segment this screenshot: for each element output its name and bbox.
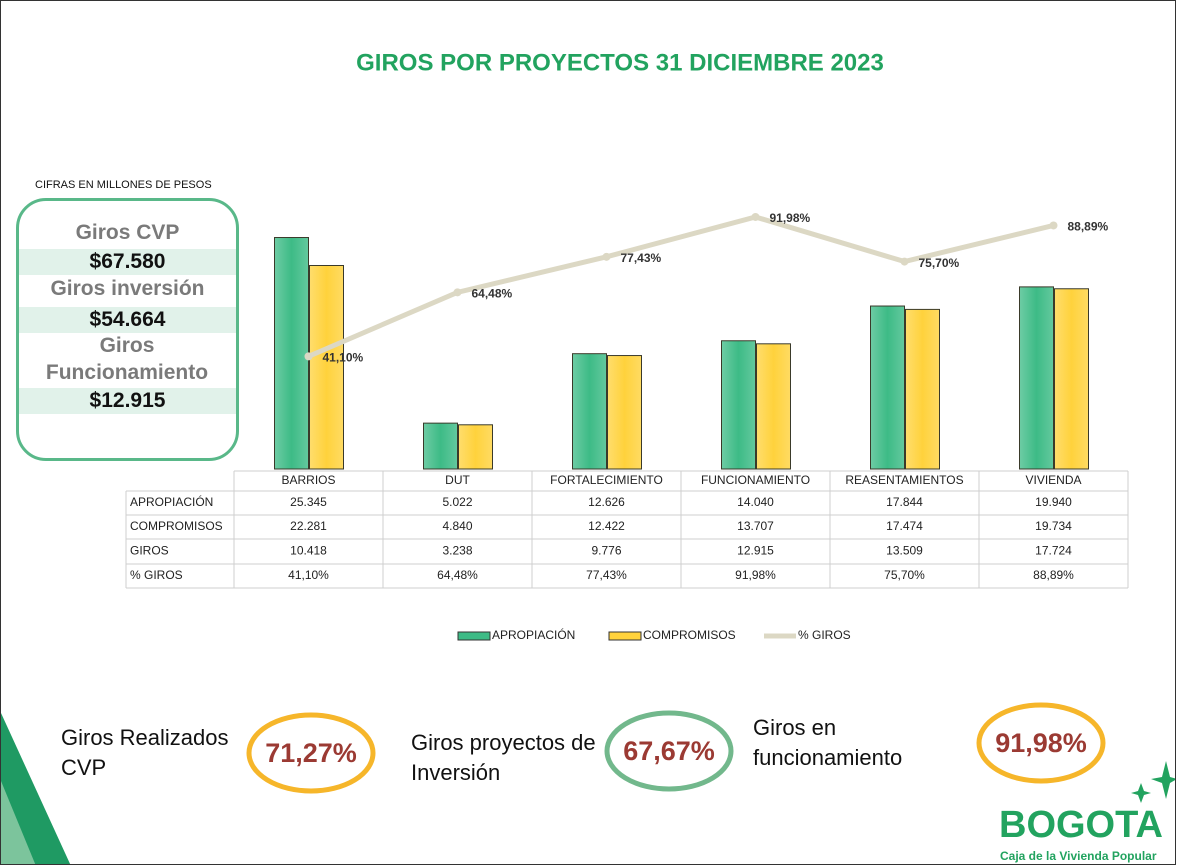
line-series bbox=[307, 214, 1055, 359]
indicator-label: Giros en funcionamiento bbox=[753, 715, 903, 770]
logo-star bbox=[1131, 783, 1151, 803]
table-cell: 9.776 bbox=[591, 544, 621, 558]
category-label: BARRIOS bbox=[281, 473, 335, 487]
bar bbox=[756, 343, 791, 470]
bar bbox=[309, 265, 344, 470]
category-label: FORTALECIMIENTO bbox=[550, 473, 663, 487]
table-cell: 4.840 bbox=[442, 519, 472, 533]
summary-value: $67.580 bbox=[19, 249, 236, 275]
bar bbox=[870, 305, 905, 470]
table-cell: 13.509 bbox=[886, 544, 923, 558]
bar bbox=[274, 237, 309, 470]
line-point bbox=[453, 288, 462, 297]
legend-swatch bbox=[457, 631, 491, 641]
summary-value: $12.915 bbox=[19, 388, 236, 414]
data-label: 88,89% bbox=[1068, 220, 1109, 234]
table-cell: 12.422 bbox=[588, 519, 625, 533]
legend-swatch bbox=[608, 631, 642, 641]
indicator-value: 67,67% bbox=[623, 736, 715, 766]
data-label: 75,70% bbox=[919, 256, 960, 270]
line-point bbox=[900, 257, 909, 266]
table-cell: 91,98% bbox=[735, 568, 776, 582]
table-cell: 17.844 bbox=[886, 495, 923, 509]
table-cell: 5.022 bbox=[442, 495, 472, 509]
bar bbox=[1054, 288, 1089, 470]
table-cell: 10.418 bbox=[290, 544, 327, 558]
line-point bbox=[1049, 221, 1058, 230]
table-cell: 77,43% bbox=[586, 568, 627, 582]
legend-label: COMPROMISOS bbox=[643, 628, 736, 642]
row-label: COMPROMISOS bbox=[130, 519, 223, 533]
logo-name: BOGOTA bbox=[999, 804, 1163, 846]
indicator-ring bbox=[246, 712, 376, 794]
row-label: GIROS bbox=[130, 544, 169, 558]
table-cell: 64,48% bbox=[437, 568, 478, 582]
legend-label: % GIROS bbox=[798, 628, 851, 642]
table-cell: 75,70% bbox=[884, 568, 925, 582]
line-point bbox=[602, 252, 611, 261]
bar bbox=[572, 353, 607, 470]
category-label: DUT bbox=[445, 473, 470, 487]
table-cell: 14.040 bbox=[737, 495, 774, 509]
logo-star bbox=[1151, 761, 1175, 799]
summary-box bbox=[16, 198, 239, 461]
table-cell: 19.940 bbox=[1035, 495, 1072, 509]
table-cell: 17.474 bbox=[886, 519, 923, 533]
note: CIFRAS EN MILLONES DE PESOS bbox=[35, 179, 212, 191]
data-label: 77,43% bbox=[621, 251, 662, 265]
table-cell: 25.345 bbox=[290, 495, 327, 509]
title: GIROS POR PROYECTOS 31 DICIEMBRE 2023 bbox=[356, 49, 884, 76]
category-label: REASENTAMIENTOS bbox=[845, 473, 963, 487]
category-label: FUNCIONAMIENTO bbox=[701, 473, 810, 487]
bar bbox=[607, 355, 642, 470]
data-label: 64,48% bbox=[472, 286, 513, 300]
table-cell: 13.707 bbox=[737, 519, 774, 533]
row-label: APROPIACIÓN bbox=[130, 494, 213, 509]
decoration bbox=[1, 781, 36, 864]
bar bbox=[458, 424, 493, 470]
indicator-ring bbox=[604, 710, 734, 792]
bar bbox=[423, 422, 458, 470]
logo-subtitle: Caja de la Vivienda Popular bbox=[1000, 849, 1157, 863]
summary-label: Giros Funcionamiento bbox=[45, 334, 209, 384]
bar bbox=[721, 340, 756, 470]
indicator-ring bbox=[976, 702, 1106, 784]
table-cell: 3.238 bbox=[442, 544, 472, 558]
bar bbox=[905, 308, 940, 470]
summary-label: Giros inversión bbox=[50, 277, 205, 300]
indicator-value: 71,27% bbox=[265, 738, 357, 768]
table-cell: 17.724 bbox=[1035, 544, 1072, 558]
table-cell: 88,89% bbox=[1033, 568, 1074, 582]
bar bbox=[1019, 286, 1054, 470]
indicator-label: Giros proyectos de Inversión bbox=[411, 730, 596, 785]
row-label: % GIROS bbox=[130, 568, 183, 582]
table-cell: 12.915 bbox=[737, 544, 774, 558]
data-label: 91,98% bbox=[770, 211, 811, 225]
summary-label: Giros CVP bbox=[75, 221, 180, 244]
table-cell: 41,10% bbox=[288, 568, 329, 582]
indicator-value: 91,98% bbox=[995, 728, 1087, 758]
category-label: VIVIENDA bbox=[1025, 473, 1081, 487]
summary-value: $54.664 bbox=[19, 307, 236, 333]
line-point bbox=[304, 352, 313, 361]
line-point bbox=[751, 212, 760, 221]
table-cell: 12.626 bbox=[588, 495, 625, 509]
table-cell: 22.281 bbox=[290, 519, 327, 533]
table-cell: 19.734 bbox=[1035, 519, 1072, 533]
data-label: 41,10% bbox=[323, 351, 364, 365]
indicator-label: Giros Realizados CVP bbox=[61, 725, 229, 780]
legend-label: APROPIACIÓN bbox=[492, 627, 575, 642]
